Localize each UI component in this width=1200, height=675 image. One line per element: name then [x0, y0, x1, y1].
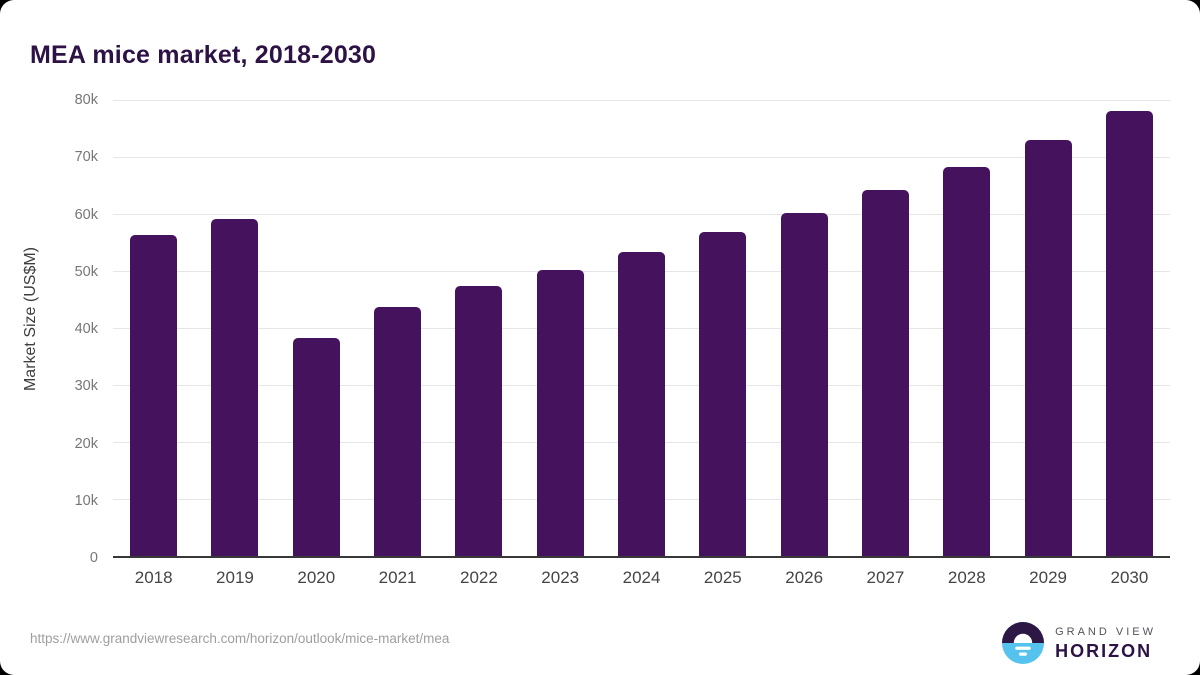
plot-area [113, 100, 1170, 558]
bar-slot-2019 [194, 100, 275, 556]
bar-2028[interactable] [943, 166, 991, 556]
x-axis-labels: 2018 2019 2020 2021 2022 2023 2024 2025 2026 2027… [113, 568, 1170, 588]
x-tick-2030: 2030 [1110, 568, 1149, 587]
gridline-70k [113, 157, 1170, 158]
y-tick-80k: 80k [74, 92, 98, 108]
gridline-60k [113, 214, 1170, 215]
source-url: https://www.grandviewresearch.com/horizo… [30, 631, 450, 646]
bar-2029[interactable] [1024, 140, 1072, 556]
bar-2020[interactable] [292, 337, 340, 556]
bar-2025[interactable] [699, 232, 747, 556]
bar-slot-2027 [845, 100, 926, 556]
bar-slot-2020 [276, 100, 357, 556]
x-tick-2026: 2026 [785, 568, 824, 587]
logo-text: GRAND VIEW HORIZON [1055, 625, 1156, 661]
bar-slot-2021 [357, 100, 438, 556]
y-tick-60k: 60k [74, 206, 98, 223]
bar-2019[interactable] [211, 218, 259, 556]
bar-2026[interactable] [780, 212, 828, 556]
x-tick-2028: 2028 [947, 568, 986, 587]
x-tick-2021: 2021 [378, 568, 417, 587]
x-tick-2023: 2023 [541, 568, 580, 587]
bar-slot-2024 [601, 100, 682, 556]
bar-2024[interactable] [618, 251, 666, 556]
horizon-sun-icon [1002, 622, 1045, 664]
bar-slot-2023 [520, 100, 601, 556]
bar-slot-2018 [113, 100, 194, 556]
bar-slot-2029 [1007, 100, 1088, 556]
bar-slot-2030 [1089, 100, 1170, 556]
y-tick-50k: 50k [74, 263, 98, 280]
bar-2030[interactable] [1105, 111, 1153, 556]
bar-series [113, 100, 1170, 556]
bar-2023[interactable] [536, 269, 584, 556]
y-tick-20k: 20k [74, 435, 98, 452]
chart-title: MEA mice market, 2018-2030 [30, 40, 377, 69]
bar-2027[interactable] [861, 190, 909, 556]
y-tick-70k: 70k [74, 149, 98, 166]
bar-slot-2026 [764, 100, 845, 556]
x-tick-2022: 2022 [459, 568, 498, 587]
y-axis-ticks: 0 10k 20k 30k 40k 50k 60k 70k 80k [0, 92, 98, 566]
bar-2018[interactable] [130, 235, 178, 556]
x-tick-2029: 2029 [1029, 568, 1067, 587]
bar-2022[interactable] [455, 285, 503, 556]
bar-slot-2025 [682, 100, 763, 556]
x-tick-2027: 2027 [866, 568, 905, 587]
x-tick-2024: 2024 [622, 568, 661, 587]
y-tick-0: 0 [89, 550, 98, 566]
bar-slot-2028 [926, 100, 1007, 556]
y-tick-40k: 40k [74, 321, 98, 337]
x-tick-2025: 2025 [703, 568, 742, 587]
y-tick-10k: 10k [74, 492, 98, 509]
bar-slot-2022 [438, 100, 519, 556]
grandview-horizon-logo: GRAND VIEW HORIZON [1002, 622, 1156, 664]
x-tick-2020: 2020 [297, 568, 336, 587]
y-tick-30k: 30k [74, 378, 98, 395]
bar-2021[interactable] [374, 307, 422, 556]
gridline-80k [113, 100, 1170, 101]
logo-text-horizon: HORIZON [1055, 640, 1153, 661]
logo-text-grand-view: GRAND VIEW [1055, 625, 1156, 638]
x-tick-2018: 2018 [134, 568, 173, 587]
x-tick-2019: 2019 [216, 568, 254, 587]
